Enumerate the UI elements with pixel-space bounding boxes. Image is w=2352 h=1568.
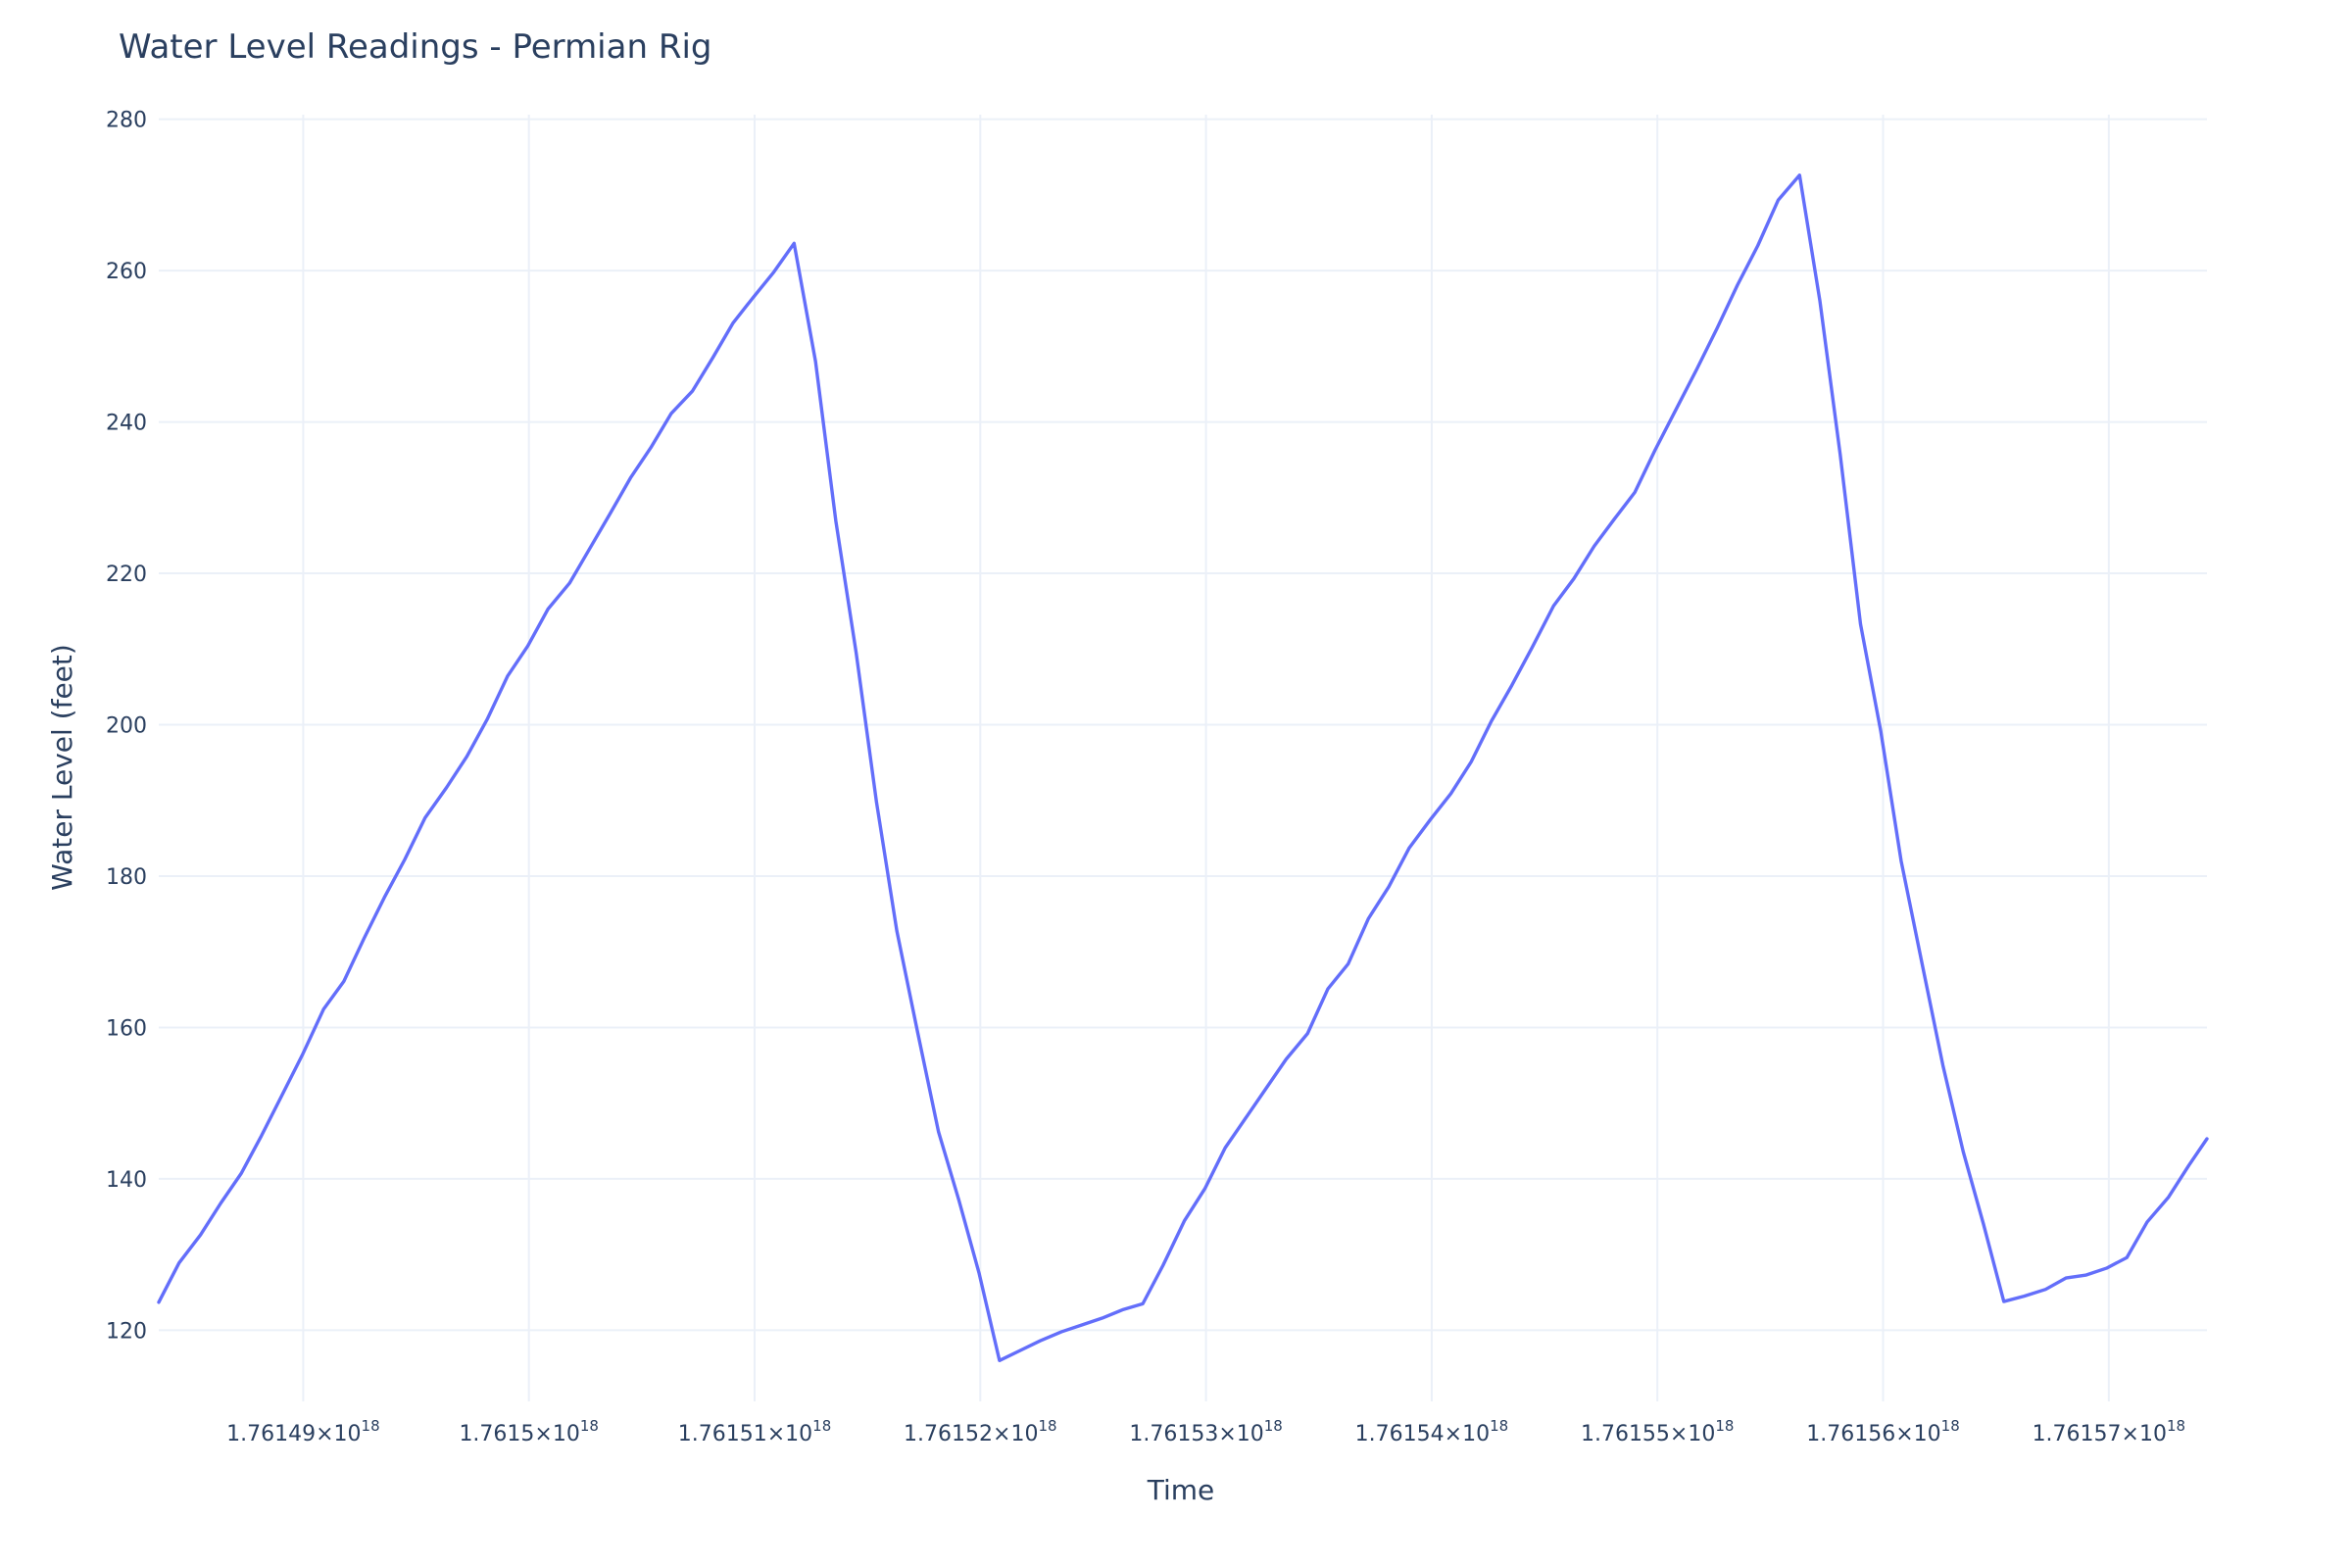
x-tick-label: 1.76149×1018 [226, 1417, 380, 1446]
x-axis-title: Time [1147, 1474, 1215, 1506]
y-tick-label: 240 [106, 412, 147, 436]
y-tick-label: 220 [106, 563, 147, 587]
y-tick-label: 120 [106, 1319, 147, 1344]
x-tick-label: 1.76152×1018 [904, 1417, 1056, 1446]
y-tick-label: 260 [106, 260, 147, 284]
y-tick-label: 280 [106, 109, 147, 133]
x-tick-label: 1.76154×1018 [1355, 1417, 1509, 1446]
x-tick-label: 1.76155×1018 [1581, 1417, 1735, 1446]
y-axis-title: Water Level (feet) [46, 644, 78, 891]
x-tick-label: 1.76153×1018 [1129, 1417, 1283, 1446]
y-tick-label: 200 [106, 714, 147, 739]
chart-title: Water Level Readings - Permian Rig [119, 27, 711, 67]
y-tick-label: 180 [106, 865, 147, 890]
series-line [157, 173, 2209, 1362]
x-tick-label: 1.76151×1018 [678, 1417, 832, 1446]
x-tick-label: 1.7615×1018 [459, 1417, 599, 1446]
x-axis-ticks: 1.76149×1018 1.7615×1018 1.76151×1018 1.761… [226, 1417, 2185, 1446]
y-axis-ticks: 120 140 160 180 200 220 240 260 280 [106, 109, 147, 1345]
x-tick-label: 1.76157×1018 [2033, 1417, 2186, 1446]
y-tick-label: 140 [106, 1168, 147, 1193]
y-tick-label: 160 [106, 1016, 147, 1041]
x-tick-label: 1.76156×1018 [1806, 1417, 1960, 1446]
